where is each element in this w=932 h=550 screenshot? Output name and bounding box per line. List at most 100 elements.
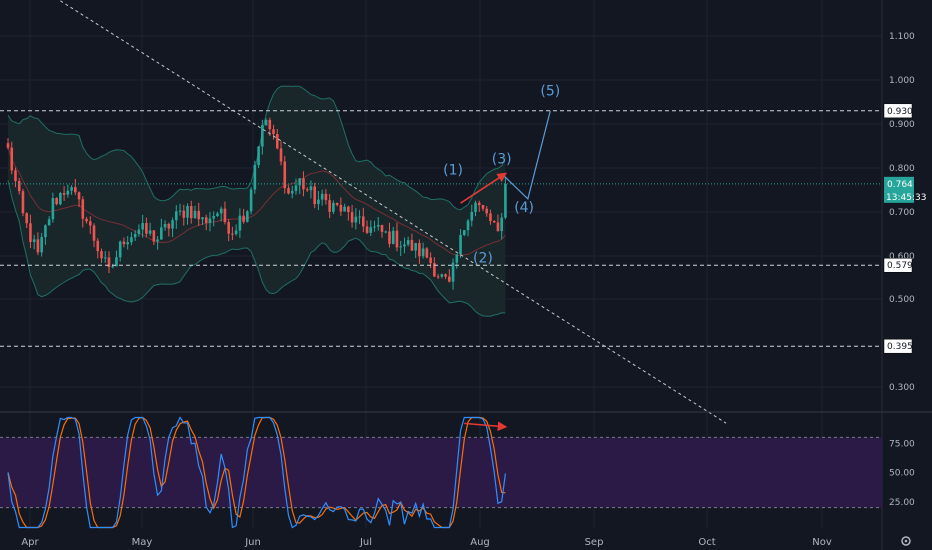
time-axis[interactable]: Apr May Jun Jul Aug Sep Oct Nov (21, 537, 831, 548)
y-tick-label: 0.300 (889, 383, 915, 393)
y-tick-label: 0.600 (889, 252, 915, 262)
current-price-badge (884, 176, 914, 203)
bollinger-bands (7, 85, 506, 317)
candle-body (257, 146, 260, 166)
candle-body (324, 193, 328, 201)
candle-body (376, 224, 380, 227)
wave-label: (3) (492, 152, 512, 168)
candle-body (223, 208, 227, 223)
candle-body (418, 243, 421, 257)
candle-body (227, 222, 230, 234)
candle-body (66, 190, 70, 195)
candle-body (216, 213, 219, 216)
oscillator-tick-label: 75.00 (889, 439, 915, 449)
oscillator-tick-label: 25.00 (889, 498, 915, 508)
candle-body (17, 181, 21, 192)
y-tick-label: 0.500 (889, 295, 915, 305)
gear-icon[interactable] (901, 536, 911, 546)
candle-body (421, 248, 425, 257)
candle-body (294, 185, 298, 191)
candle-body (474, 202, 477, 212)
candle-body (175, 211, 178, 221)
candle-body (70, 187, 73, 191)
candle-body (305, 189, 309, 191)
candle-body (81, 199, 85, 219)
candle-body (268, 119, 272, 130)
candle-body (59, 192, 62, 205)
stoch-k-line (7, 416, 507, 529)
candle-body (429, 257, 432, 264)
candle-body (287, 188, 290, 194)
candle-body (178, 210, 182, 212)
y-tick-label: 0.800 (889, 164, 915, 174)
stoch-band (0, 437, 882, 508)
candle-body (171, 220, 174, 229)
candle-body (399, 246, 402, 248)
candle-body (395, 230, 399, 248)
y-tick-label: 1.000 (889, 76, 915, 86)
wave-label: (2) (473, 251, 493, 267)
price-divergence-arrow[interactable] (460, 172, 508, 204)
oscillator-tick-label: 50.00 (889, 469, 915, 479)
candle-body (264, 119, 268, 126)
candle-body (29, 223, 32, 242)
candle-body (414, 243, 417, 251)
y-tick-label: 0.700 (889, 208, 915, 218)
candle-body (388, 231, 391, 244)
oscillator-divergence-arrow[interactable] (464, 421, 508, 431)
candles (6, 117, 507, 290)
candle-body (328, 200, 331, 212)
candle-body (25, 213, 28, 224)
candle-body (238, 215, 242, 231)
candle-body (492, 221, 496, 223)
x-tick-label: May (132, 537, 153, 548)
candle-body (40, 237, 43, 253)
stoch-d-line (7, 416, 506, 529)
x-tick-label: Sep (585, 537, 604, 548)
candle-body (197, 210, 201, 220)
price-line-badge (883, 257, 913, 273)
candle-body (347, 206, 350, 213)
candle-body (309, 186, 313, 191)
candle-body (137, 229, 141, 234)
candle-body (462, 230, 466, 235)
candle-body (96, 240, 100, 252)
stochastic-rsi-pane[interactable]: 75.00 50.00 25.00 (0, 416, 915, 529)
price-axis[interactable]: 1.100 1.000 0.900 0.800 0.700 0.600 0.500 0.300… (883, 32, 926, 393)
candle-body (335, 202, 339, 205)
candle-body (182, 210, 186, 218)
candle-body (130, 237, 133, 243)
candle-body (317, 199, 320, 205)
y-tick-label: 0.900 (889, 120, 915, 130)
candle-body (103, 257, 107, 259)
x-tick-label: Oct (698, 537, 715, 548)
candle-body (320, 193, 324, 200)
candle-body (332, 202, 335, 212)
candle-body (47, 219, 51, 226)
candle-body (272, 129, 275, 135)
candle-body (212, 215, 215, 219)
candle-body (219, 208, 223, 214)
candle-body (380, 224, 384, 232)
candle-body (242, 215, 245, 222)
candle-body (62, 192, 66, 195)
candle-body (36, 239, 40, 253)
candle-body (477, 202, 481, 206)
candle-body (485, 208, 489, 214)
candle-body (126, 242, 129, 245)
wave-projection[interactable] (501, 110, 551, 200)
x-tick-label: Aug (470, 537, 490, 548)
x-tick-label: Jun (244, 537, 261, 548)
candle-body (358, 216, 361, 218)
candle-body (10, 147, 14, 171)
candle-body (92, 225, 96, 241)
candle-body (354, 216, 358, 223)
wave-label: (4) (514, 200, 534, 216)
candle-body (489, 213, 492, 222)
candle-body (350, 212, 354, 223)
candle-body (186, 206, 189, 218)
candle-body (193, 210, 197, 219)
candle-body (369, 227, 373, 233)
